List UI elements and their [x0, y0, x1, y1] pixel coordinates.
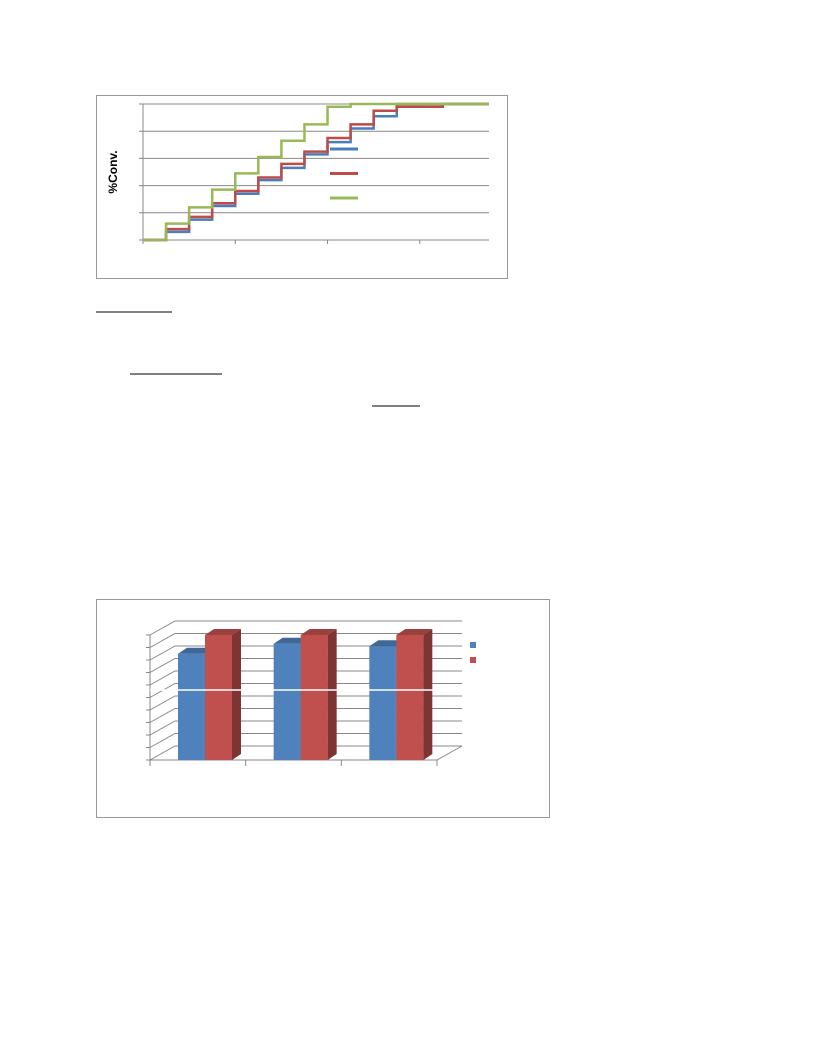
- grid-line: [149, 633, 462, 648]
- grid-line: [149, 733, 462, 748]
- grid-line: [149, 708, 462, 723]
- bar: [300, 629, 337, 760]
- legend-swatch: [470, 642, 476, 648]
- legend-swatch: [470, 657, 476, 663]
- grid-line: [149, 670, 462, 686]
- bar: [205, 629, 241, 760]
- grid-line: [149, 658, 462, 673]
- y-axis-label: %Conv.: [106, 150, 120, 193]
- bar: [396, 629, 433, 760]
- series-line: [143, 102, 489, 242]
- grid-line: [149, 720, 462, 736]
- grid-line: [149, 745, 462, 761]
- grid-line: [149, 683, 462, 698]
- grid-line: [149, 620, 462, 636]
- grid-line: [149, 645, 462, 661]
- chart-frame: [96, 95, 508, 279]
- series-line: [143, 102, 489, 242]
- grid-line: [149, 695, 462, 711]
